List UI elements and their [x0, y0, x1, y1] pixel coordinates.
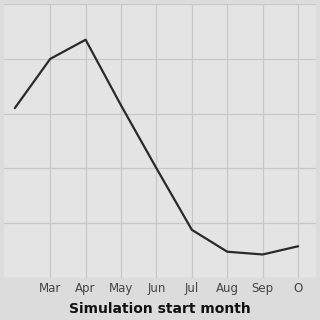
X-axis label: Simulation start month: Simulation start month	[69, 302, 251, 316]
